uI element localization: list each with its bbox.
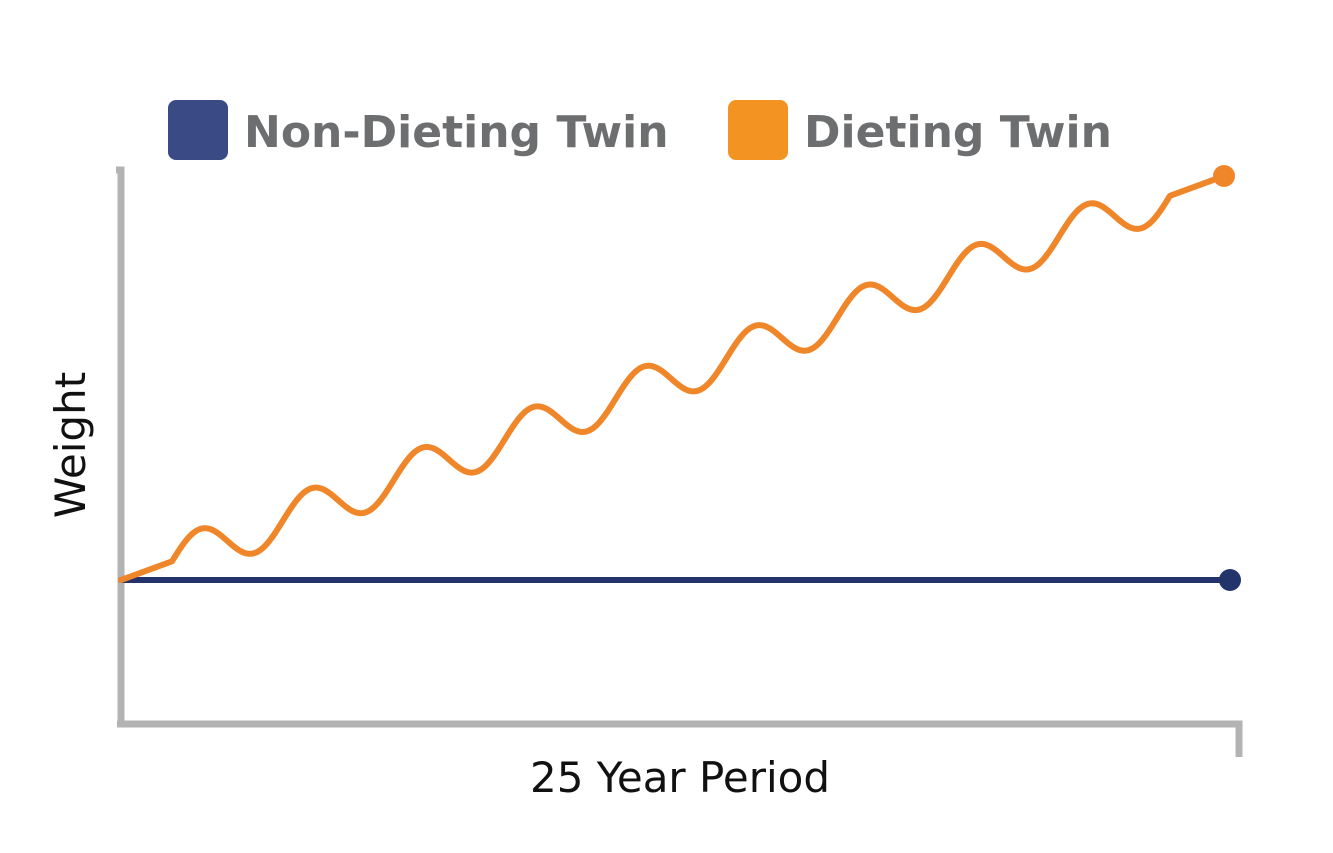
y-axis-line	[116, 166, 125, 724]
y-axis-label: Weight	[46, 372, 95, 518]
x-axis-line	[117, 720, 1243, 757]
legend-item-dieting: Dieting Twin	[728, 100, 1112, 160]
legend-label-non-dieting: Non-Dieting Twin	[244, 107, 669, 158]
legend-label-dieting: Dieting Twin	[804, 107, 1112, 158]
series-layer	[118, 165, 1241, 591]
series-endpoint-dieting	[1213, 165, 1235, 187]
axes	[116, 166, 1243, 757]
legend-swatch-dieting	[728, 100, 788, 160]
x-axis-label: 25 Year Period	[530, 753, 830, 802]
legend-item-non-dieting: Non-Dieting Twin	[168, 100, 669, 160]
series-endpoint-non-dieting	[1219, 569, 1241, 591]
legend: Non-Dieting Twin Dieting Twin	[168, 100, 1112, 160]
legend-swatch-non-dieting	[168, 100, 228, 160]
series-line-dieting	[118, 173, 1227, 583]
